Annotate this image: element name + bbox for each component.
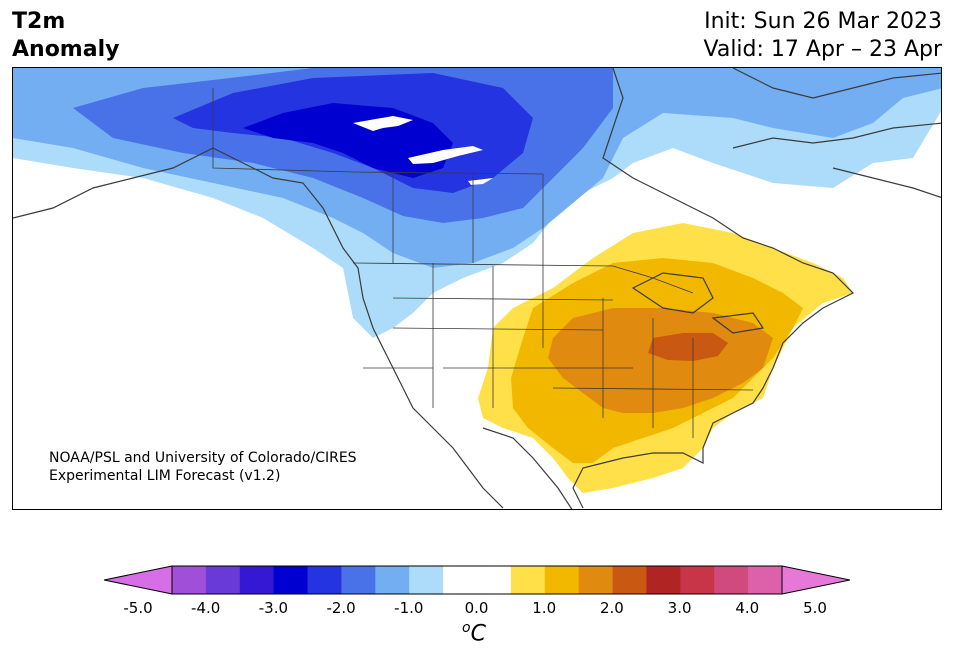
colorbar xyxy=(104,565,850,595)
colorbar-left-arrow xyxy=(104,565,173,595)
colorbar-outline xyxy=(171,565,783,595)
colorbar-cell xyxy=(341,566,376,594)
unit-letter: C xyxy=(470,621,486,647)
colorbar-cell xyxy=(477,566,512,594)
political-boundaries xyxy=(212,88,754,438)
degree-symbol: o xyxy=(462,620,471,636)
colorbar-tick-label: 2.0 xyxy=(599,599,624,617)
colorbar-cell xyxy=(239,566,275,594)
colorbar-tick-label: 4.0 xyxy=(735,599,760,617)
colorbar-unit: oC xyxy=(462,620,486,646)
map-title: T2m Anomaly xyxy=(12,8,119,64)
colorbar-right-arrow xyxy=(781,565,850,595)
colorbar-tick-label: -1.0 xyxy=(394,599,424,617)
colorbar-tick-label: -3.0 xyxy=(258,599,289,617)
colorbar-tick-label: 5.0 xyxy=(803,599,827,617)
colorbar-cell xyxy=(443,566,478,594)
credit-line-1: NOAA/PSL and University of Colorado/CIRE… xyxy=(49,450,357,466)
colorbar-cells xyxy=(172,566,783,594)
colorbar-cell xyxy=(273,566,309,594)
cold-anomaly-region xyxy=(13,68,941,338)
map-svg xyxy=(13,68,941,509)
colorbar-cell xyxy=(172,566,207,594)
forecast-dates: Init: Sun 26 Mar 2023 Valid: 17 Apr – 23… xyxy=(704,8,943,64)
colorbar-tick-label: -5.0 xyxy=(123,599,153,617)
variable-label: T2m xyxy=(12,9,66,34)
credit-line-2: Experimental LIM Forecast (v1.2) xyxy=(49,468,281,484)
colorbar-cell xyxy=(646,566,681,594)
coastlines xyxy=(13,68,941,509)
colorbar-tick-label: -4.0 xyxy=(191,599,221,617)
colorbar-tick-label: 1.0 xyxy=(532,599,557,617)
valid-range: Valid: 17 Apr – 23 Apr xyxy=(703,37,943,62)
colorbar-cell xyxy=(409,566,444,594)
credit-text: NOAA/PSL and University of Colorado/CIRE… xyxy=(49,449,357,485)
colorbar-cell xyxy=(205,566,241,594)
colorbar-tick-label: -2.0 xyxy=(326,599,356,617)
colorbar-tick-label: 3.0 xyxy=(667,599,692,617)
anomaly-map xyxy=(12,67,942,510)
colorbar-tick-label: 0.0 xyxy=(464,599,489,617)
colorbar-cell xyxy=(307,566,342,594)
colorbar-cell xyxy=(544,566,580,594)
colorbar-cell xyxy=(680,566,715,594)
colorbar-cell xyxy=(612,566,647,594)
colorbar-cell xyxy=(375,566,410,594)
colorbar-cell xyxy=(510,566,546,594)
anomaly-label: Anomaly xyxy=(12,37,120,62)
colorbar-cell xyxy=(714,566,749,594)
warm-anomaly-region xyxy=(478,223,853,493)
init-date: Init: Sun 26 Mar 2023 xyxy=(704,9,942,34)
colorbar-cell xyxy=(748,566,783,594)
colorbar-cell xyxy=(578,566,614,594)
